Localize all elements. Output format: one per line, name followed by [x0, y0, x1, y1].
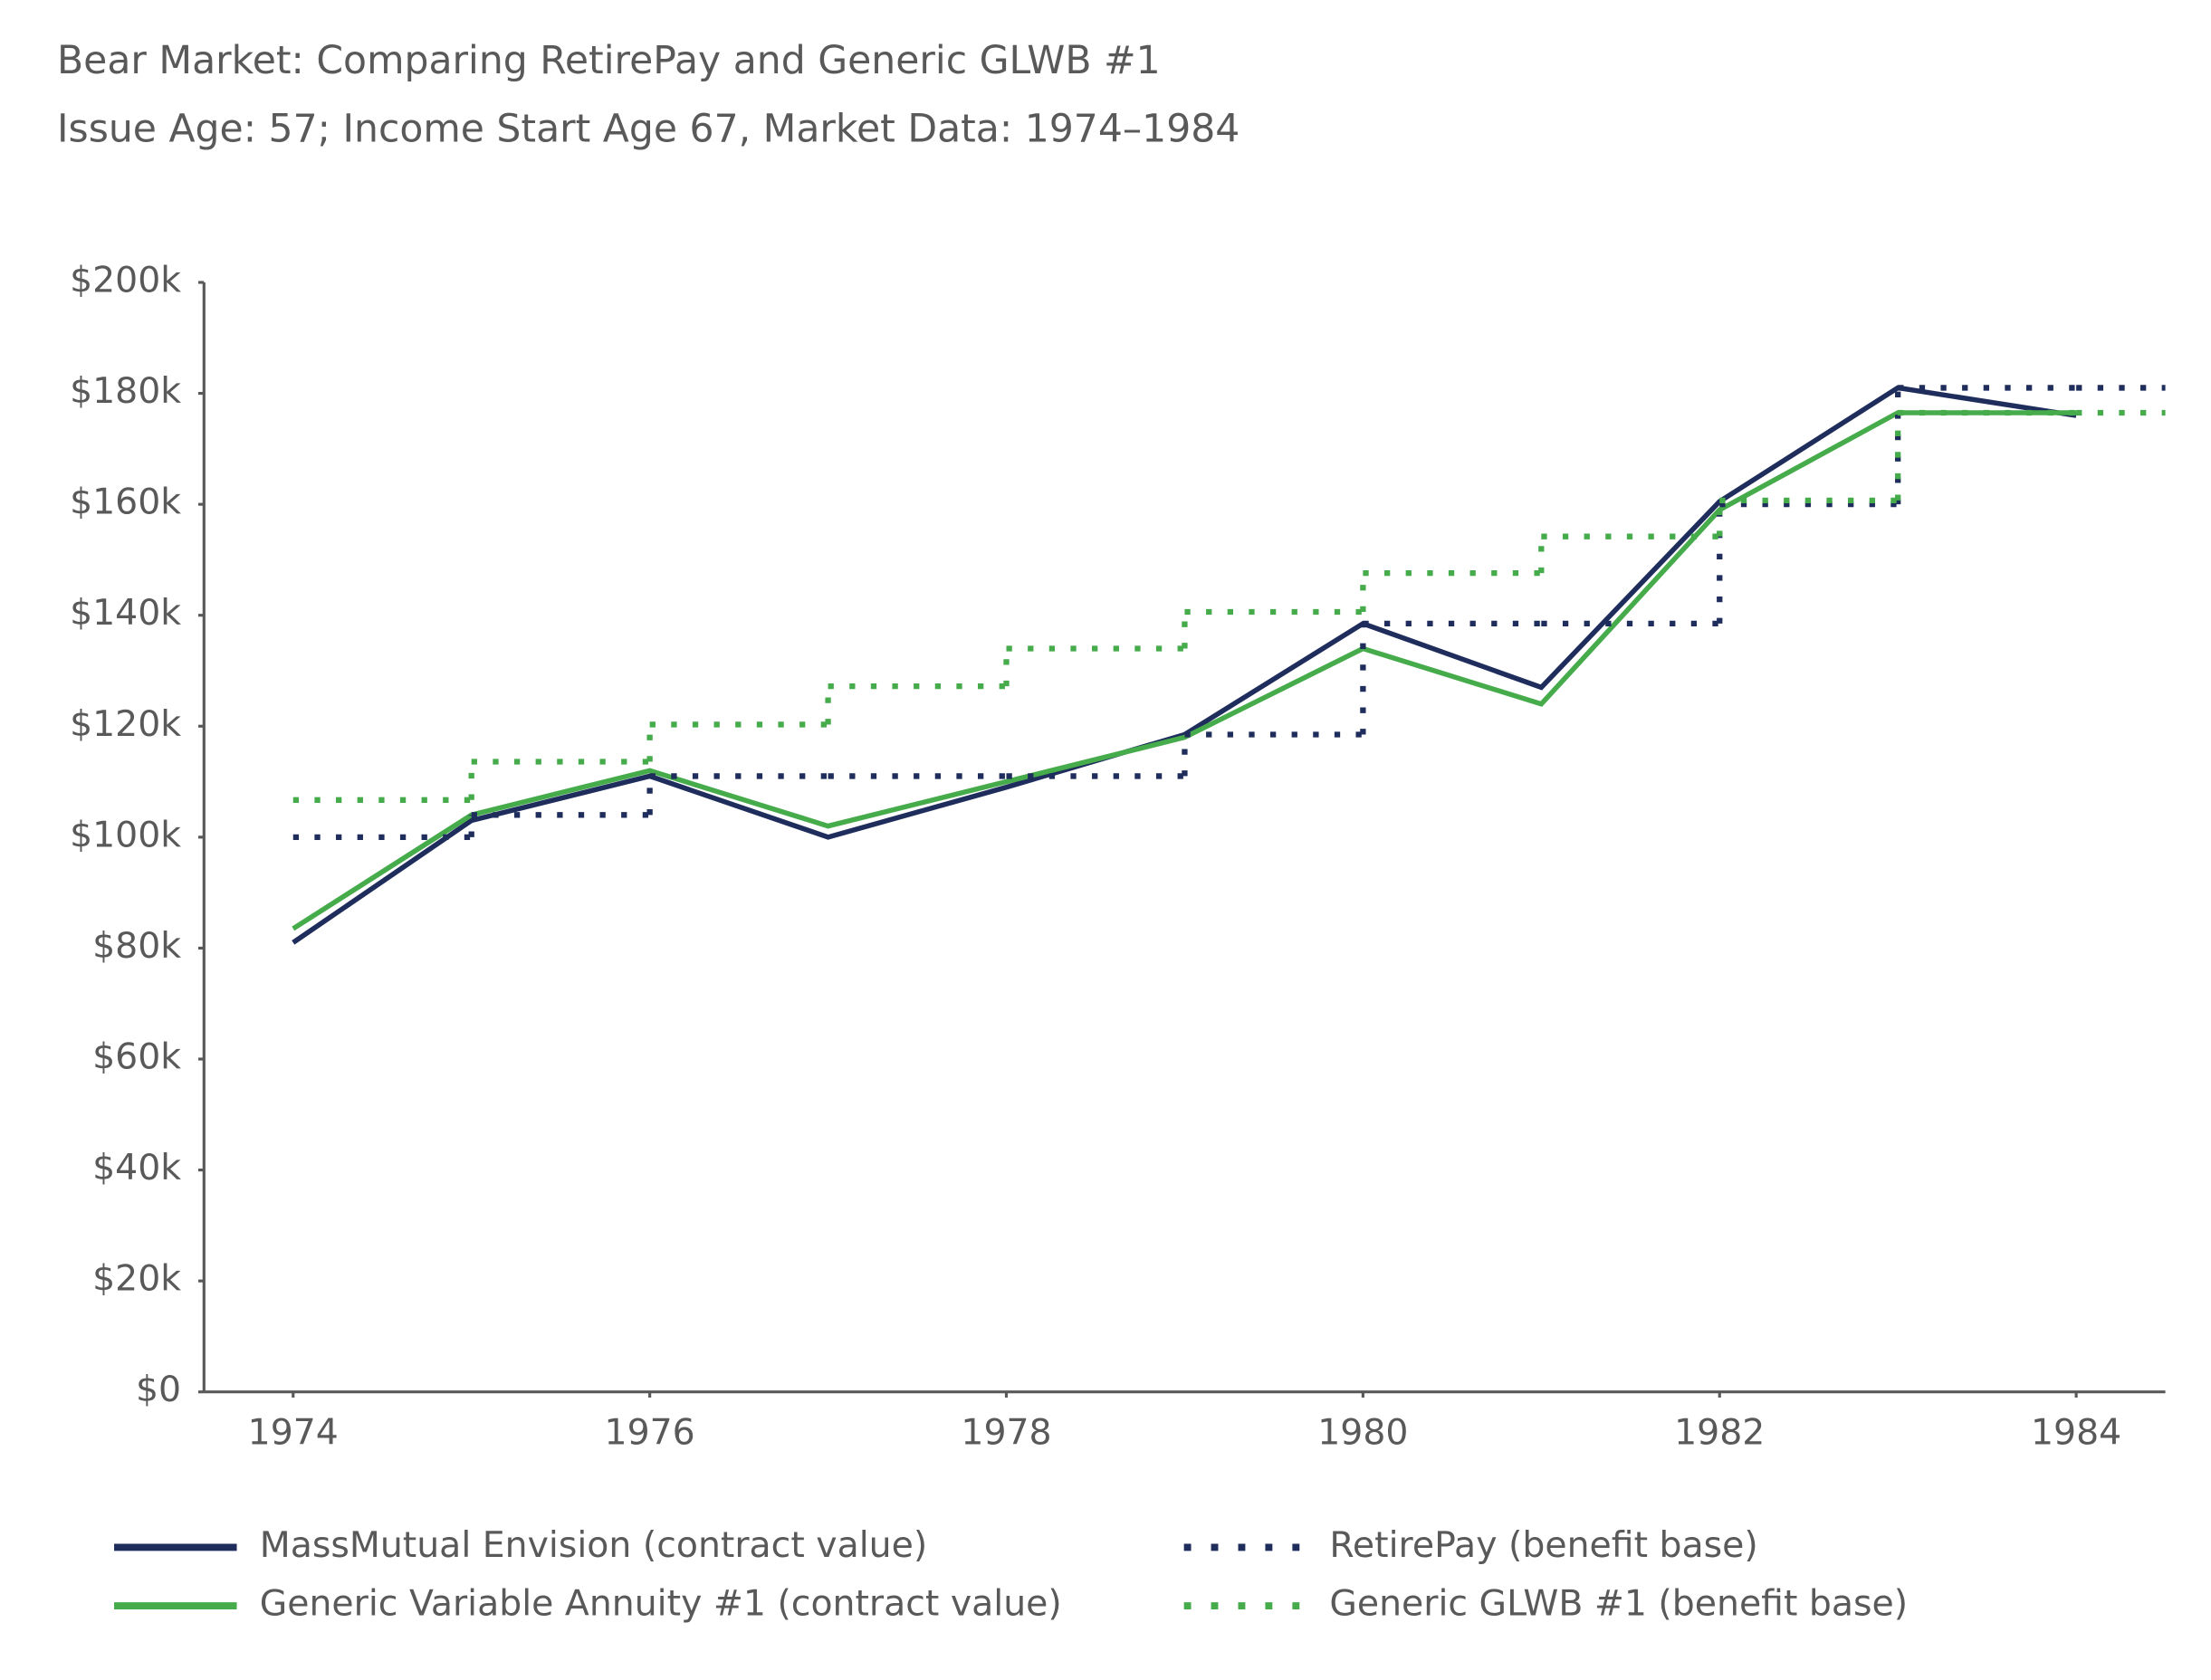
y-tick-label: $40k — [92, 1147, 181, 1188]
legend-label: RetirePay (benefit base) — [1329, 1524, 1757, 1566]
legend-label: MassMutual Envision (contract value) — [260, 1524, 927, 1566]
y-tick-label: $100k — [70, 814, 181, 855]
x-tick-label: 1982 — [1674, 1411, 1765, 1453]
series-line — [292, 385, 2077, 945]
y-tick-label: $60k — [92, 1036, 181, 1077]
x-tick-label: 1980 — [1317, 1411, 1408, 1453]
y-tick-label: $200k — [70, 259, 181, 301]
x-tick-label: 1974 — [248, 1411, 339, 1453]
legend-label: Generic Variable Annuity #1 (contract va… — [260, 1583, 1062, 1625]
x-tick-label: 1978 — [961, 1411, 1051, 1453]
y-tick-label: $80k — [92, 925, 181, 967]
chart-title: Bear Market: Comparing RetirePay and Gen… — [57, 39, 1161, 83]
y-tick-label: $20k — [92, 1258, 181, 1300]
y-tick-label: $140k — [70, 592, 181, 634]
chart-subtitle: Issue Age: 57; Income Start Age 67, Mark… — [57, 107, 1240, 151]
x-tick-label: 1984 — [2031, 1411, 2121, 1453]
y-tick-label: $120k — [70, 703, 181, 745]
y-tick-label: $0 — [136, 1369, 181, 1410]
y-tick-label: $180k — [70, 370, 181, 412]
x-tick-label: 1976 — [605, 1411, 695, 1453]
series-line — [292, 410, 2077, 931]
legend-label: Generic GLWB #1 (benefit base) — [1329, 1583, 1908, 1625]
y-tick-label: $160k — [70, 482, 181, 523]
